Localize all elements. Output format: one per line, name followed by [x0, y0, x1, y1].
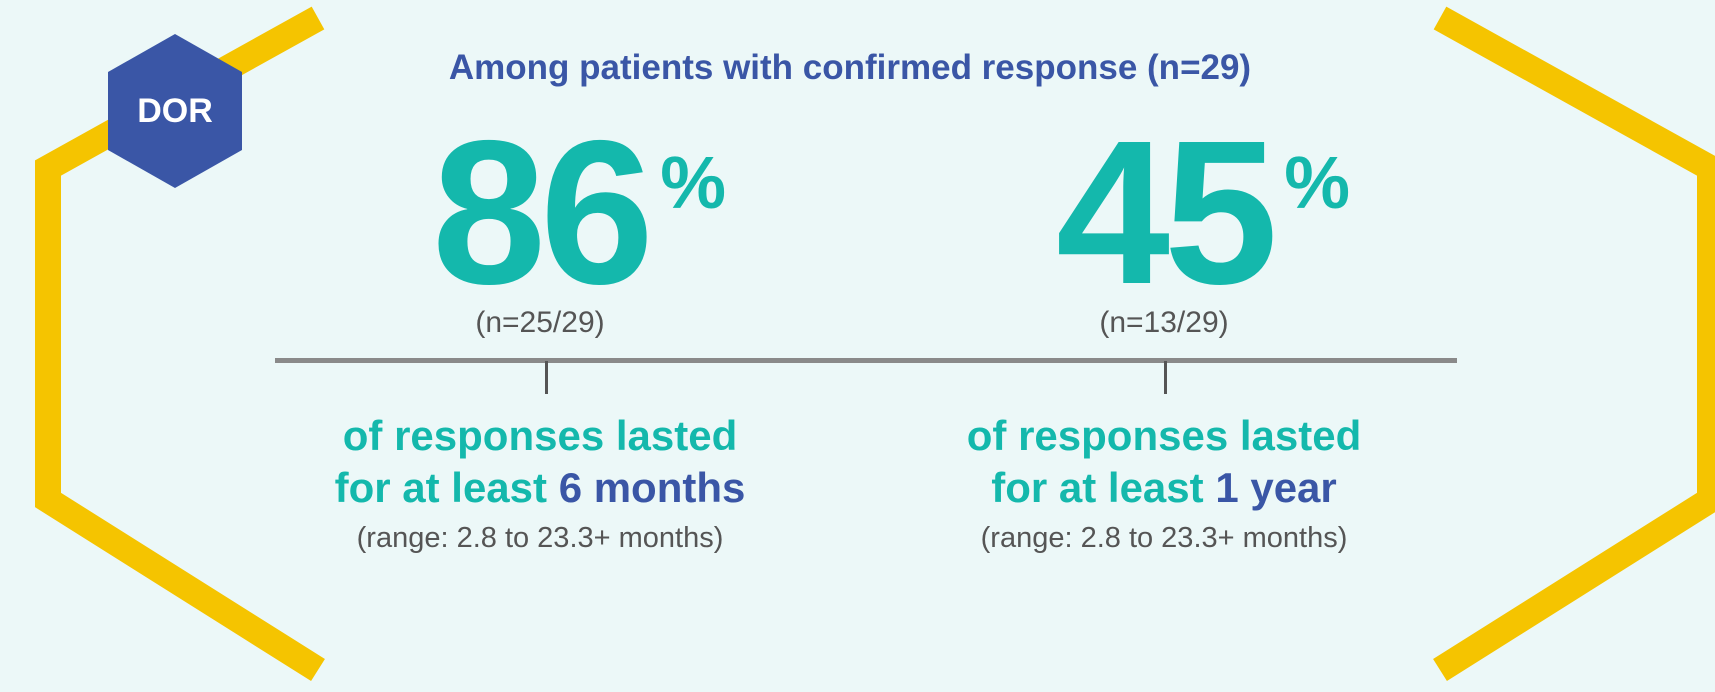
stat-1-year: 45%: [864, 98, 1464, 327]
stat-fraction: (n=25/29): [475, 306, 605, 339]
percent-sign: %: [660, 141, 727, 224]
timeline-tick: [545, 361, 548, 394]
headline: Among patients with confirmed response (…: [448, 48, 1252, 87]
stat-6-months: 86%: [240, 98, 840, 327]
percent-sign: %: [1284, 141, 1351, 224]
caption-line: for at least 1 year: [991, 464, 1337, 511]
caption-1-year: of responses lasted for at least 1 year …: [854, 410, 1474, 555]
stat-value: 45%: [1055, 98, 1351, 327]
dor-badge-hexagon-icon: [108, 34, 242, 188]
range-note: (range: 2.8 to 23.3+ months): [980, 522, 1348, 554]
dor-badge-label: DOR: [137, 91, 213, 130]
stat-fraction: (n=13/29): [1099, 306, 1229, 339]
caption-line: of responses lasted: [342, 412, 738, 459]
stat-value: 86%: [431, 98, 727, 327]
caption-6-months: of responses lasted for at least 6 month…: [230, 410, 850, 555]
caption-line: of responses lasted: [966, 412, 1362, 459]
range-note: (range: 2.8 to 23.3+ months): [356, 522, 724, 554]
frame-right-bracket: [1433, 6, 1715, 682]
timeline-line: [275, 358, 1457, 363]
caption-line: for at least 6 months: [334, 464, 746, 511]
duration-highlight: 1 year: [1215, 464, 1337, 511]
duration-highlight: 6 months: [558, 464, 746, 511]
timeline-tick: [1164, 361, 1167, 394]
